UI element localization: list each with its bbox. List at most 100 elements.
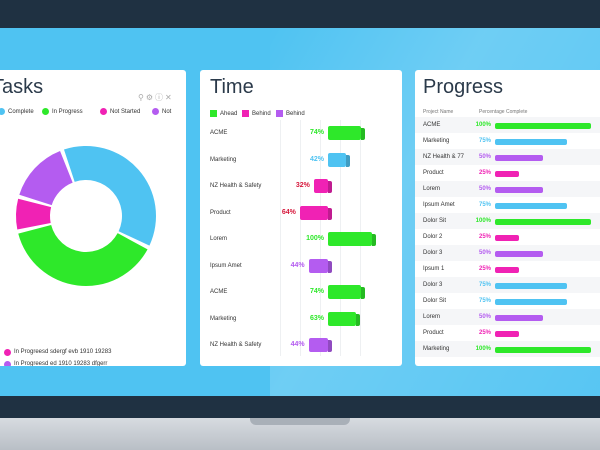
progress-row-label: Product bbox=[423, 170, 444, 176]
time-legend-item[interactable]: Behind bbox=[276, 110, 305, 117]
laptop-notch bbox=[250, 418, 350, 425]
progress-row-percent: 25% bbox=[478, 170, 491, 176]
progress-row[interactable]: Dolor 3 75% bbox=[415, 277, 600, 293]
progress-row-label: Dolor Sit bbox=[423, 298, 447, 304]
laptop-bezel-bottom bbox=[0, 396, 600, 418]
progress-row[interactable]: NZ Health & 77 50% bbox=[415, 149, 600, 165]
legend-label: Not Started bbox=[110, 108, 141, 115]
progress-bar bbox=[495, 315, 543, 321]
close-icon[interactable]: ✕ bbox=[165, 93, 174, 102]
time-legend-item[interactable]: Behind bbox=[242, 110, 271, 117]
progress-row[interactable]: Lorem 50% bbox=[415, 309, 600, 325]
legend-label: Not bbox=[162, 108, 172, 115]
tasks-list-item[interactable]: In Progreesd sdergf evb 1910 19283 bbox=[4, 346, 111, 358]
progress-row[interactable]: Dolor Sit 75% bbox=[415, 293, 600, 309]
progress-row[interactable]: Product 25% bbox=[415, 165, 600, 181]
donut-slice-not-started[interactable] bbox=[16, 198, 52, 230]
legend-swatch-icon bbox=[276, 110, 283, 117]
time-row-label: NZ Health & Safety bbox=[210, 183, 262, 189]
progress-row-percent: 50% bbox=[478, 154, 491, 160]
progress-row-percent: 25% bbox=[478, 330, 491, 336]
progress-bar bbox=[495, 283, 567, 289]
progress-bar bbox=[495, 331, 519, 337]
progress-row-label: Ipsum 1 bbox=[423, 266, 445, 272]
progress-row[interactable]: Marketing 100% bbox=[415, 341, 600, 357]
time-row-label: ACME bbox=[210, 130, 228, 136]
time-row-percent: 42% bbox=[309, 155, 324, 163]
tasks-item-text: In Progreesd sdergf evb 1910 19283 bbox=[14, 349, 112, 355]
laptop-bezel-top bbox=[0, 0, 600, 28]
tasks-list: In Progreesd sdergf evb 1910 19283 In Pro… bbox=[4, 346, 111, 366]
donut-slice-in-progress[interactable] bbox=[18, 225, 148, 286]
time-bar[interactable] bbox=[313, 179, 328, 193]
progress-row[interactable]: Lorem 50% bbox=[415, 181, 600, 197]
progress-bar bbox=[495, 139, 567, 145]
time-bar[interactable] bbox=[328, 311, 356, 326]
progress-bar bbox=[495, 155, 543, 161]
tasks-donut-chart bbox=[16, 146, 157, 286]
progress-row[interactable]: Dolor Sit 100% bbox=[415, 213, 600, 229]
tasks-list-item[interactable]: In Progreesd ed 1910 19283 dfgerr bbox=[4, 358, 111, 366]
progress-bar bbox=[495, 203, 567, 209]
grid-line bbox=[280, 120, 281, 356]
time-row-percent: 44% bbox=[290, 261, 305, 269]
progress-row[interactable]: Dolor 2 25% bbox=[415, 229, 600, 245]
legend-swatch-icon bbox=[242, 110, 249, 117]
progress-row[interactable]: Marketing 75% bbox=[415, 133, 600, 149]
legend-dot-icon bbox=[0, 108, 5, 115]
legend-label: In Progress bbox=[52, 108, 83, 115]
tasks-legend-item[interactable]: Not Started bbox=[100, 108, 140, 115]
progress-row-percent: 25% bbox=[478, 266, 491, 272]
donut-slice-complete[interactable] bbox=[63, 146, 157, 246]
time-bar[interactable] bbox=[328, 285, 361, 299]
time-bar[interactable] bbox=[328, 152, 347, 167]
time-row-label: Ipsum Amet bbox=[210, 262, 242, 269]
progress-row-percent: 25% bbox=[478, 234, 491, 240]
time-bar[interactable] bbox=[328, 126, 361, 140]
legend-dot-icon bbox=[42, 108, 49, 115]
progress-bar bbox=[495, 251, 543, 257]
time-row-percent: 100% bbox=[306, 235, 324, 242]
progress-row-label: Dolor 3 bbox=[423, 250, 443, 256]
time-legend-item[interactable]: Ahead bbox=[210, 110, 237, 117]
search-icon[interactable]: ⚲ bbox=[138, 93, 146, 102]
tasks-legend-item[interactable]: Complete bbox=[0, 108, 34, 115]
progress-row-percent: 75% bbox=[478, 282, 491, 288]
progress-row[interactable]: ACME 100% bbox=[415, 117, 600, 133]
help-icon[interactable]: ⓘ bbox=[155, 93, 166, 102]
tasks-legend-item[interactable]: Not bbox=[152, 108, 171, 115]
progress-bar bbox=[495, 267, 519, 273]
time-bar[interactable] bbox=[328, 232, 372, 246]
progress-bar bbox=[495, 171, 519, 177]
time-bar[interactable] bbox=[299, 205, 328, 220]
legend-label: Behind bbox=[286, 110, 305, 117]
progress-row-percent: 50% bbox=[478, 314, 491, 320]
progress-row-label: Dolor 2 bbox=[423, 234, 443, 240]
legend-label: Ahead bbox=[220, 110, 238, 117]
progress-row[interactable]: Dolor 3 50% bbox=[415, 245, 600, 261]
progress-row-percent: 100% bbox=[475, 346, 491, 352]
donut-slice-not[interactable] bbox=[19, 150, 73, 206]
progress-row-percent: 50% bbox=[478, 186, 491, 192]
progress-row-label: Lorem bbox=[423, 314, 441, 320]
tasks-panel: Tasks ⚲⚙ⓘ✕ Complete In Progress Not Starte… bbox=[0, 70, 186, 366]
col-header-name: Project Name bbox=[423, 109, 454, 115]
progress-bar bbox=[495, 219, 591, 225]
time-bar[interactable] bbox=[308, 338, 328, 352]
gear-icon[interactable]: ⚙ bbox=[145, 93, 156, 102]
progress-row[interactable]: Ipsum 1 25% bbox=[415, 261, 600, 277]
time-row-label: Product bbox=[210, 209, 231, 216]
tasks-legend-item[interactable]: In Progress bbox=[42, 108, 83, 115]
progress-row[interactable]: Product 25% bbox=[415, 325, 600, 341]
time-row-percent: 32% bbox=[295, 182, 310, 189]
grid-line bbox=[320, 120, 321, 356]
progress-row-label: ACME bbox=[423, 122, 441, 128]
progress-row[interactable]: Ipsum Amet 75% bbox=[415, 197, 600, 213]
time-row-percent: 64% bbox=[281, 208, 296, 216]
progress-row-percent: 75% bbox=[478, 202, 491, 208]
progress-bar bbox=[495, 123, 591, 129]
time-bar[interactable] bbox=[308, 258, 328, 273]
time-row-percent: 44% bbox=[290, 341, 305, 348]
time-panel: Time Ahead Behind Behind ACME 74% Marketing 4… bbox=[200, 70, 402, 366]
progress-bar bbox=[495, 299, 567, 305]
